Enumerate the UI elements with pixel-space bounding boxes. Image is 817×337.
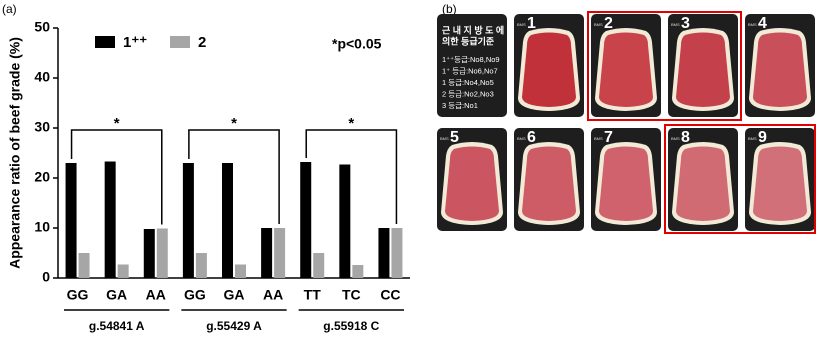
bar bbox=[65, 163, 77, 278]
bar bbox=[143, 229, 155, 278]
marbling-card: BMS 8 bbox=[668, 128, 738, 231]
marbling-card: BMS 9 bbox=[745, 128, 815, 231]
card-tag: BMS bbox=[671, 136, 680, 141]
highlight-box bbox=[664, 124, 816, 234]
legend-label: 1⁺⁺ bbox=[123, 34, 147, 51]
significance-bracket bbox=[188, 129, 280, 224]
card-number: 8 bbox=[681, 129, 690, 146]
card-number: 6 bbox=[527, 129, 536, 146]
bar bbox=[182, 163, 194, 278]
legend-swatch bbox=[170, 36, 190, 48]
y-axis-label: Appearance ratio of beef grade (%) bbox=[7, 37, 23, 269]
bar bbox=[261, 228, 273, 278]
bar bbox=[378, 228, 390, 278]
bar bbox=[391, 228, 403, 278]
bar bbox=[300, 162, 312, 278]
x-tick-label: AA bbox=[146, 287, 166, 303]
card-tag: BMS bbox=[594, 22, 603, 27]
y-tick-label: 10 bbox=[34, 219, 50, 235]
annotation: *p<0.05 bbox=[332, 36, 382, 52]
significance-star: * bbox=[114, 115, 120, 132]
x-tick-label: GA bbox=[224, 287, 245, 303]
card-tag: BMS bbox=[517, 136, 526, 141]
significance-bracket bbox=[305, 129, 398, 224]
bar bbox=[195, 253, 207, 278]
grade-legend-line: 1⁺ 등급:No6,No7 bbox=[442, 66, 498, 75]
card-number: 4 bbox=[758, 15, 767, 32]
card-number: 1 bbox=[527, 15, 536, 32]
card-number: 5 bbox=[450, 129, 459, 146]
card-tag: BMS bbox=[748, 22, 757, 27]
bar bbox=[222, 163, 233, 278]
grade-legend-line: 근 내 지 방 도 에 bbox=[442, 24, 504, 35]
group-label: g.55918 C bbox=[323, 319, 379, 333]
marbling-card: BMS 4 bbox=[745, 14, 815, 117]
card-tag: BMS bbox=[671, 22, 680, 27]
grade-legend-line: 1 등급:No4,No5 bbox=[442, 78, 494, 87]
x-tick-label: GG bbox=[67, 287, 89, 303]
card-tag: BMS bbox=[594, 136, 603, 141]
highlight-box bbox=[587, 11, 742, 121]
meat bbox=[522, 32, 576, 107]
card-tag: BMS bbox=[748, 136, 757, 141]
significance-star: * bbox=[348, 115, 354, 132]
y-tick-label: 50 bbox=[34, 19, 50, 35]
meat bbox=[753, 146, 807, 221]
meat bbox=[599, 32, 653, 107]
y-tick-label: 40 bbox=[34, 69, 50, 85]
group-label: g.55429 A bbox=[206, 319, 262, 333]
card-number: 7 bbox=[604, 129, 613, 146]
x-tick-label: CC bbox=[380, 287, 400, 303]
meat bbox=[676, 146, 730, 221]
legend-label: 2 bbox=[198, 34, 206, 51]
significance-bracket bbox=[70, 129, 163, 225]
group-label: g.54841 A bbox=[89, 319, 145, 333]
marbling-card: BMS 6 bbox=[514, 128, 584, 231]
bar bbox=[274, 228, 286, 278]
grade-legend-line: 2 등급:No2,No3 bbox=[442, 89, 494, 98]
marbling-card: BMS 3 bbox=[668, 14, 738, 117]
meat bbox=[599, 146, 653, 221]
significance-star: * bbox=[231, 115, 237, 132]
panel-label: (a) bbox=[2, 2, 17, 16]
bar bbox=[313, 253, 325, 278]
bar bbox=[117, 264, 129, 278]
meat bbox=[445, 146, 499, 221]
legend-swatch bbox=[95, 36, 115, 48]
card-number: 9 bbox=[758, 129, 767, 146]
y-tick-label: 0 bbox=[42, 269, 50, 285]
panel-label: (b) bbox=[442, 2, 457, 16]
x-tick-label: GG bbox=[184, 287, 206, 303]
marbling-card: BMS 1 bbox=[514, 14, 584, 117]
marbling-card: BMS 2 bbox=[591, 14, 661, 117]
meat bbox=[522, 146, 576, 221]
grade-legend-line: 의한 등급기준 bbox=[442, 35, 494, 46]
card-number: 3 bbox=[681, 15, 690, 32]
bar bbox=[352, 265, 364, 278]
marbling-card: BMS 7 bbox=[591, 128, 661, 231]
card-tag: BMS bbox=[440, 136, 449, 141]
card-tag: BMS bbox=[517, 22, 526, 27]
x-tick-label: AA bbox=[263, 287, 283, 303]
marbling-card: BMS 5 bbox=[437, 128, 507, 231]
legend-card bbox=[437, 14, 507, 117]
bar bbox=[78, 253, 90, 278]
grade-legend-line: 3 등급:No1 bbox=[442, 101, 478, 110]
x-tick-label: GA bbox=[106, 287, 127, 303]
meat bbox=[676, 32, 730, 107]
grade-legend-line: 1⁺⁺등급:No8,No9 bbox=[442, 55, 500, 64]
bar bbox=[235, 264, 246, 278]
bar bbox=[339, 164, 351, 278]
x-tick-label: TT bbox=[304, 287, 322, 303]
y-tick-label: 30 bbox=[34, 119, 50, 135]
meat bbox=[753, 32, 807, 107]
bar bbox=[156, 228, 168, 278]
x-tick-label: TC bbox=[342, 287, 361, 303]
y-tick-label: 20 bbox=[34, 169, 50, 185]
bar bbox=[104, 161, 116, 278]
card-number: 2 bbox=[604, 15, 613, 32]
